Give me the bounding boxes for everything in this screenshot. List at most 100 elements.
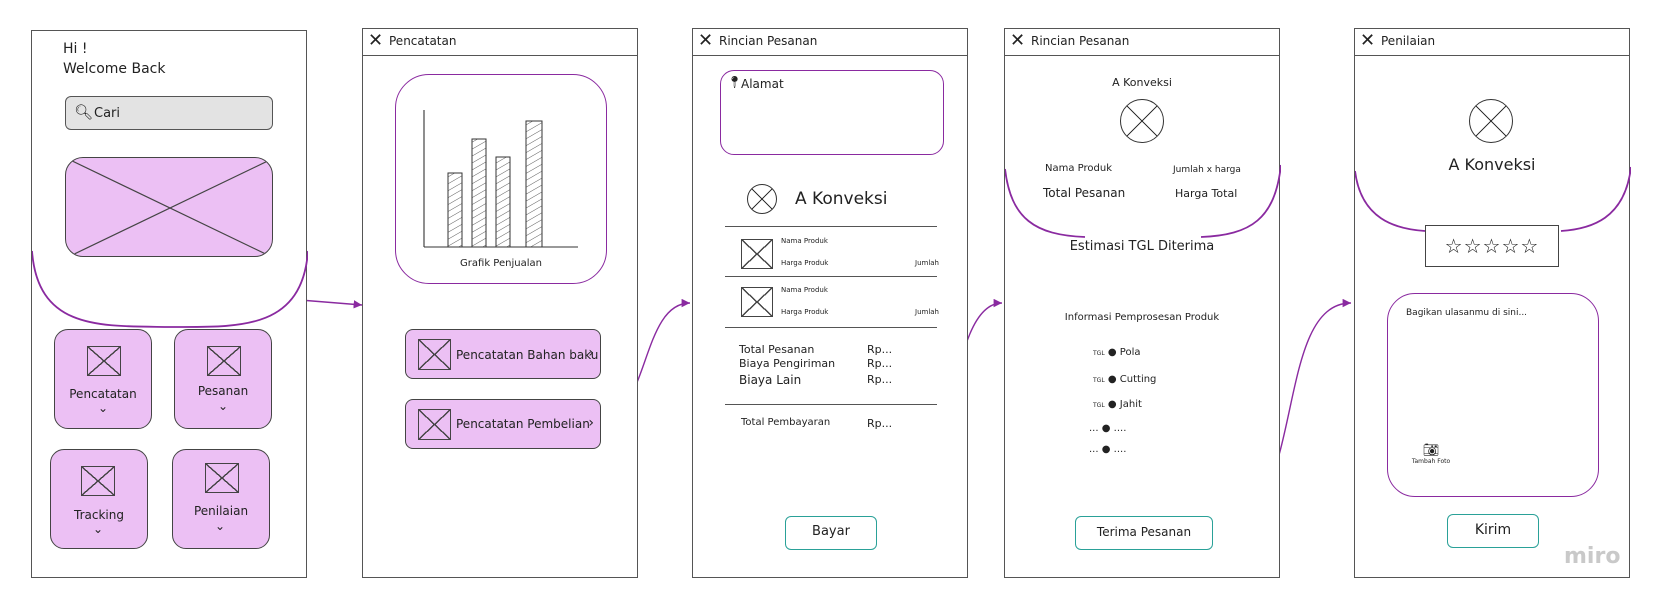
step-date: TGL [1093, 350, 1105, 357]
divider [725, 327, 937, 328]
product-price: Harga Produk [781, 308, 829, 316]
step-dot-icon: ● [1101, 423, 1111, 434]
tile-penilaian[interactable]: Penilaian ⌄ [172, 449, 270, 549]
total-order: Total Pesanan [1043, 186, 1126, 200]
submit-button[interactable]: Kirim [1447, 514, 1539, 548]
step-date: ... [1089, 444, 1099, 455]
process-step: ... ● .... [1089, 423, 1126, 434]
divider [725, 404, 937, 405]
tile-pencatatan[interactable]: Pencatatan ⌄ [54, 329, 152, 429]
star-rating[interactable]: ☆☆☆☆☆ [1425, 225, 1559, 267]
search-bar[interactable]: 🔍︎ Cari [65, 96, 273, 130]
chart-label: Grafik Penjualan [460, 258, 542, 269]
image-placeholder-icon [418, 409, 451, 440]
header: ✕ Rincian Pesanan [693, 29, 967, 56]
header-title: Rincian Pesanan [1031, 34, 1130, 48]
product-name: Nama Produk [781, 286, 828, 294]
close-icon[interactable]: ✕ [368, 30, 384, 51]
receive-order-button[interactable]: Terima Pesanan [1075, 516, 1213, 550]
camera-icon: 📷︎ [1422, 443, 1440, 458]
header-title: Rincian Pesanan [719, 34, 818, 48]
step-dot-icon: ● [1107, 399, 1117, 410]
welcome-text: Welcome Back [63, 61, 166, 77]
image-placeholder-icon [81, 466, 115, 496]
estimate-date: Estimasi TGL Diterima [1069, 239, 1215, 254]
chevron-down-icon: ⌄ [218, 399, 229, 413]
total-value: Rp... [867, 417, 893, 430]
location-pin-icon: 📍︎ [727, 75, 743, 89]
menu-pencatatan-pembelian[interactable]: Pencatatan Pembelian › [405, 399, 601, 449]
bar-chart-sketch [423, 110, 578, 248]
step-label: Cutting [1119, 374, 1157, 385]
menu-label: Pencatatan Pembelian [456, 417, 590, 431]
chevron-right-icon: › [588, 345, 594, 361]
tile-tracking[interactable]: Tracking ⌄ [50, 449, 148, 549]
watermark-logo: miro [1564, 544, 1621, 569]
search-placeholder: Cari [94, 106, 120, 121]
chart-bar [495, 156, 511, 248]
tile-label: Tracking [74, 508, 124, 522]
step-dot-icon: ● [1107, 347, 1117, 358]
chart-bar [447, 172, 463, 248]
process-step: TGL ● Pola [1093, 347, 1140, 358]
process-step: TGL ● Cutting [1093, 374, 1156, 385]
add-photo-button[interactable]: 📷︎ Tambah Foto [1406, 443, 1456, 466]
product-image-placeholder [741, 287, 773, 317]
summary-value: Rp... [867, 343, 893, 356]
address-box[interactable]: 📍︎ Alamat [720, 70, 944, 155]
close-icon[interactable]: ✕ [698, 30, 714, 51]
summary-label: Biaya Pengiriman [739, 357, 836, 370]
pay-button[interactable]: Bayar [785, 516, 877, 550]
summary-label: Biaya Lain [739, 373, 802, 387]
store-logo [747, 184, 777, 214]
step-label: .... [1113, 423, 1127, 434]
divider [725, 226, 937, 227]
chart-bar [525, 120, 543, 248]
step-date: ... [1089, 423, 1099, 434]
chevron-down-icon: ⌄ [215, 519, 226, 533]
header: ✕ Pencatatan [363, 29, 637, 56]
product-price: Harga Produk [781, 259, 829, 267]
star-icons[interactable]: ☆☆☆☆☆ [1444, 234, 1540, 258]
step-label: Pola [1119, 347, 1141, 358]
greeting: Hi ! [63, 41, 88, 57]
product-qty: Jumlah [915, 259, 939, 267]
image-placeholder-icon [207, 346, 241, 376]
product-name: Nama Produk [1045, 163, 1112, 174]
close-icon[interactable]: ✕ [1010, 30, 1026, 51]
chevron-down-icon: ⌄ [93, 522, 104, 536]
tile-label: Penilaian [193, 504, 249, 518]
banner-image[interactable] [65, 157, 273, 257]
header-title: Penilaian [1381, 34, 1436, 48]
header: ✕ Penilaian [1355, 29, 1629, 56]
screen-pencatatan: ✕ Pencatatan Grafik Penjualan Pencatatan… [362, 28, 638, 578]
menu-pencatatan-bahan-baku[interactable]: Pencatatan Bahan baku › [405, 329, 601, 379]
add-photo-label: Tambah Foto [1411, 458, 1451, 465]
address-label: Alamat [741, 77, 784, 91]
summary-value: Rp... [867, 373, 893, 386]
chart-bar [471, 138, 487, 248]
image-placeholder-icon [87, 346, 121, 376]
store-logo [1120, 99, 1164, 143]
sales-chart-card: Grafik Penjualan [395, 74, 607, 284]
close-icon[interactable]: ✕ [1360, 30, 1376, 51]
step-date: TGL [1093, 377, 1105, 384]
review-placeholder: Bagikan ulasanmu di sini... [1406, 308, 1528, 318]
search-icon: 🔍︎ [74, 103, 94, 121]
summary-value: Rp... [867, 357, 893, 370]
process-step: ... ● .... [1089, 444, 1126, 455]
qty-price: Jumlah x harga [1173, 165, 1241, 175]
image-placeholder-icon [66, 158, 272, 256]
step-dot-icon: ● [1107, 374, 1117, 385]
review-textarea[interactable]: Bagikan ulasanmu di sini... 📷︎ Tambah Fo… [1387, 293, 1599, 497]
curve-divider [32, 250, 308, 328]
tile-label: Pesanan [197, 384, 249, 398]
divider [725, 276, 937, 277]
summary-label: Total Pesanan [739, 343, 815, 356]
curve-divider [1005, 164, 1281, 238]
step-label: Jahit [1119, 399, 1142, 410]
tile-pesanan[interactable]: Pesanan ⌄ [174, 329, 272, 429]
total-label: Total Pembayaran [741, 417, 831, 428]
store-name: A Konveksi [1112, 76, 1172, 89]
step-date: TGL [1093, 402, 1105, 409]
